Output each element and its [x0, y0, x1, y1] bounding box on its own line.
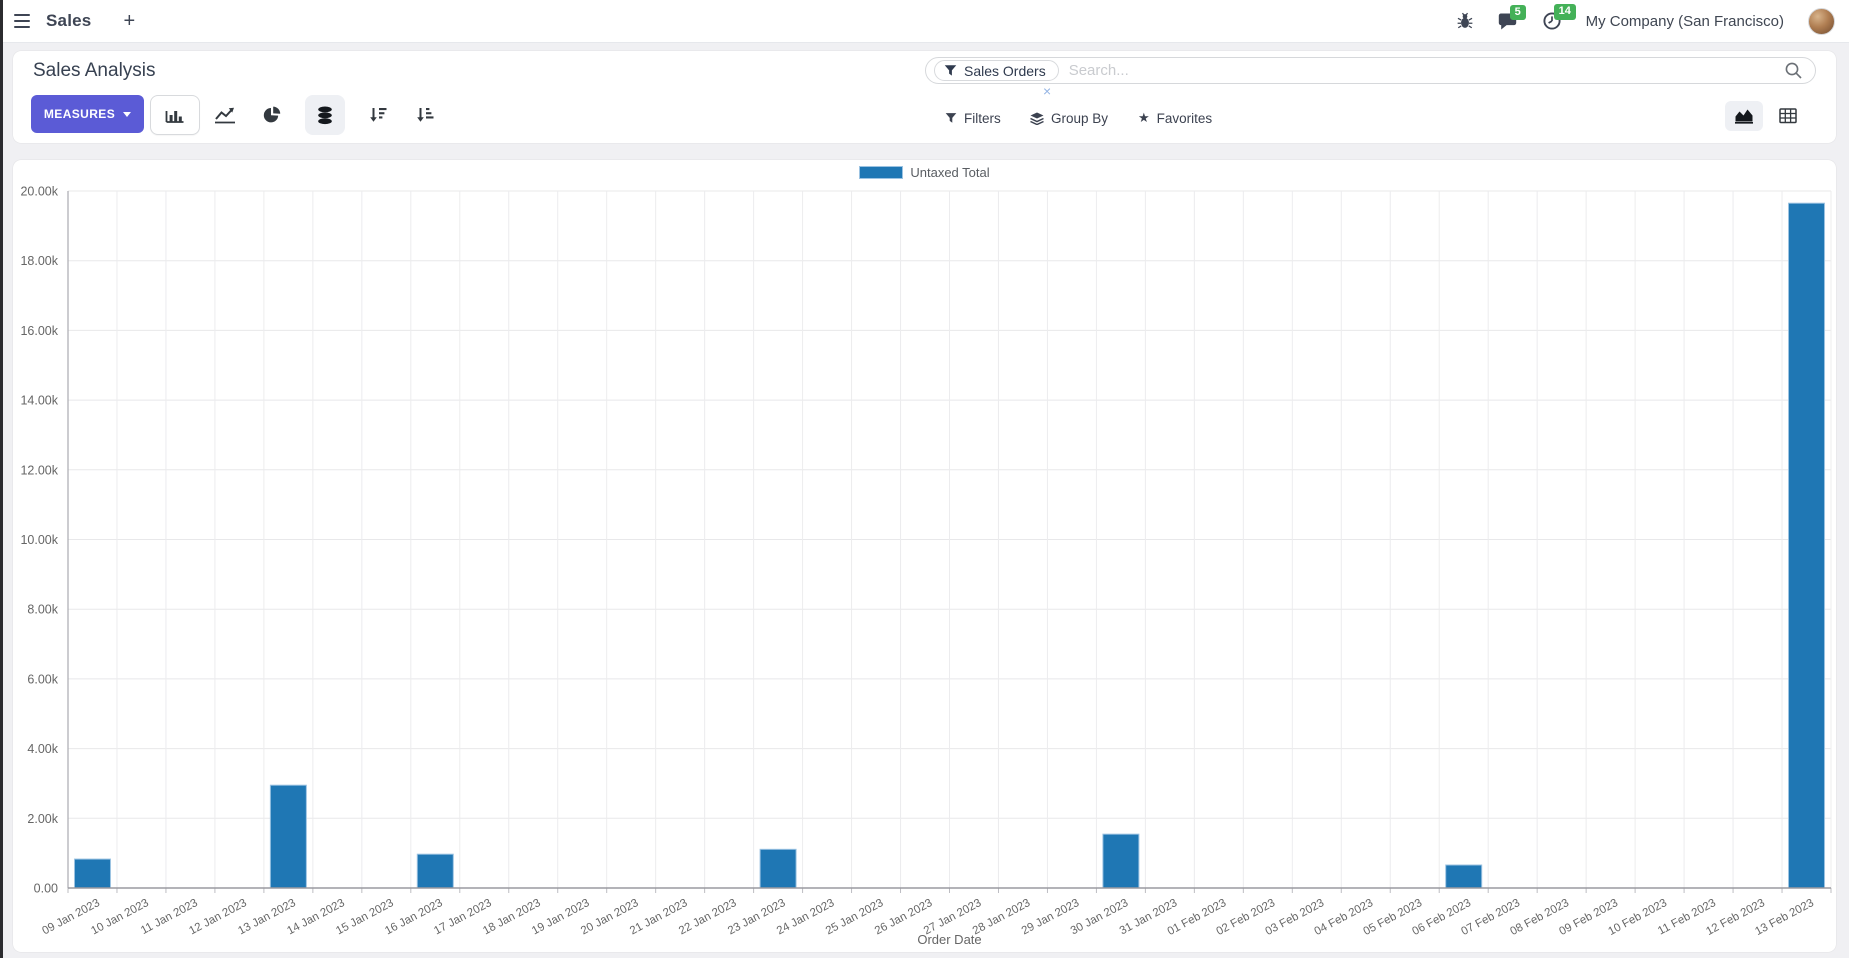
graph-view: 0.00 2.00k 4.00k 6.00k 8.00k 10.00k 12.00k 14.0… [13, 160, 1836, 952]
facet-remove-icon[interactable]: × [1043, 83, 1052, 99]
svg-text:18.00k: 18.00k [20, 254, 58, 268]
top-navbar: Sales + 5 [0, 0, 1849, 43]
pie-chart-view-button[interactable] [252, 95, 292, 135]
graph-view-switch-button[interactable] [1725, 101, 1763, 131]
activities-count-badge: 14 [1553, 4, 1576, 20]
pivot-view-switch-button[interactable] [1769, 101, 1807, 131]
messages-icon[interactable]: 5 [1498, 4, 1526, 31]
sort-descending-icon [370, 108, 387, 122]
search-facet-sales-orders[interactable]: Sales Orders [934, 60, 1059, 81]
svg-text:12.00k: 12.00k [20, 463, 58, 477]
new-tab-plus-icon[interactable]: + [123, 10, 136, 32]
svg-text:16.00k: 16.00k [20, 324, 58, 338]
line-chart-view-button[interactable] [205, 95, 245, 135]
search-input[interactable] [1068, 62, 1784, 79]
legend-label: Untaxed Total [910, 165, 990, 180]
window-edge [0, 0, 3, 958]
svg-text:Order Date: Order Date [917, 932, 981, 947]
filter-funnel-icon [945, 113, 957, 123]
svg-text:6.00k: 6.00k [27, 672, 58, 686]
user-avatar[interactable] [1808, 7, 1835, 35]
control-panel: Sales Analysis MEASURES [13, 51, 1836, 143]
favorites-button[interactable]: ★ Favorites [1138, 110, 1213, 126]
line-chart-icon [215, 107, 235, 124]
sort-ascending-button[interactable] [405, 95, 445, 135]
svg-text:20.00k: 20.00k [20, 185, 58, 199]
sort-ascending-icon [417, 108, 434, 122]
group-by-button[interactable]: Group By [1030, 109, 1108, 127]
hamburger-menu-icon[interactable] [12, 12, 32, 30]
svg-text:10.00k: 10.00k [20, 533, 58, 547]
area-chart-icon [1735, 109, 1753, 124]
filter-funnel-icon [944, 65, 957, 76]
activities-clock-icon[interactable]: 14 [1542, 4, 1576, 31]
search-bar[interactable]: Sales Orders [925, 57, 1816, 84]
svg-text:2.00k: 2.00k [27, 812, 58, 826]
measures-button[interactable]: MEASURES [31, 95, 144, 133]
chevron-down-icon [123, 111, 132, 117]
svg-text:4.00k: 4.00k [27, 742, 58, 756]
filters-button[interactable]: Filters [945, 109, 1001, 127]
svg-text:14.00k: 14.00k [20, 394, 58, 408]
svg-text:0.00: 0.00 [34, 882, 58, 896]
bar-chart-icon [165, 111, 184, 123]
chart-canvas[interactable]: 0.00 2.00k 4.00k 6.00k 8.00k 10.00k 12.00k 14.0… [13, 160, 1836, 952]
star-icon: ★ [1138, 110, 1150, 125]
pivot-table-icon [1779, 108, 1797, 124]
app-menu-sales[interactable]: Sales [46, 11, 92, 30]
search-icon[interactable] [1784, 61, 1803, 80]
chart-legend[interactable]: Untaxed Total [13, 165, 1836, 180]
bar-chart-view-button[interactable] [150, 95, 200, 135]
layers-icon [1030, 112, 1044, 125]
sort-descending-button[interactable] [358, 95, 398, 135]
svg-text:8.00k: 8.00k [27, 603, 58, 617]
messages-count-badge: 5 [1509, 4, 1526, 21]
page-title: Sales Analysis [33, 60, 156, 81]
debug-bug-icon[interactable] [1456, 12, 1474, 30]
stack-database-icon [318, 106, 332, 124]
company-switcher[interactable]: My Company (San Francisco) [1585, 12, 1784, 30]
pie-chart-icon [263, 106, 281, 123]
legend-swatch [859, 166, 904, 179]
stacked-toggle-button[interactable] [305, 95, 345, 135]
